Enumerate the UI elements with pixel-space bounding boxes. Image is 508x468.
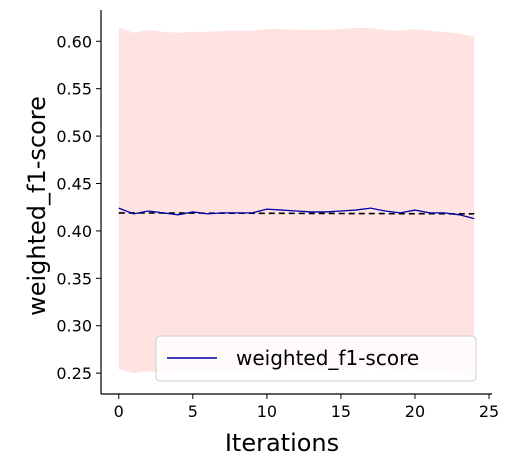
y-tick-label: 0.35 bbox=[56, 269, 92, 288]
x-axis-label: Iterations bbox=[225, 429, 339, 457]
legend-box bbox=[155, 335, 477, 382]
y-tick-label: 0.40 bbox=[56, 222, 92, 241]
legend-label: weighted_f1-score bbox=[236, 346, 419, 370]
x-ticks: 0 5 10 15 20 25 bbox=[114, 394, 499, 421]
axes bbox=[100, 10, 492, 395]
series-layer bbox=[118, 207, 475, 220]
x-tick-label: 25 bbox=[479, 402, 499, 421]
confidence-band-layer bbox=[118, 27, 475, 376]
y-tick-label: 0.45 bbox=[56, 175, 92, 194]
confidence-band bbox=[118, 27, 475, 376]
series-line-0 bbox=[118, 207, 475, 220]
x-tick-label: 10 bbox=[257, 402, 277, 421]
y-tick-label: 0.60 bbox=[56, 32, 92, 51]
x-tick-label: 20 bbox=[405, 402, 425, 421]
x-tick-label: 15 bbox=[331, 402, 351, 421]
x-tick-label: 5 bbox=[188, 402, 198, 421]
y-tick-label: 0.50 bbox=[56, 127, 92, 146]
legend: weighted_f1-score bbox=[155, 335, 477, 382]
y-axis-label: weighted_f1-score bbox=[23, 96, 51, 316]
y-tick-label: 0.25 bbox=[56, 364, 92, 383]
y-tick-label: 0.30 bbox=[56, 317, 92, 336]
x-tick-label: 0 bbox=[114, 402, 124, 421]
y-ticks: 0.25 0.30 0.35 0.40 0.45 0.50 0.55 0.60 bbox=[56, 32, 101, 383]
y-tick-label: 0.55 bbox=[56, 80, 92, 99]
